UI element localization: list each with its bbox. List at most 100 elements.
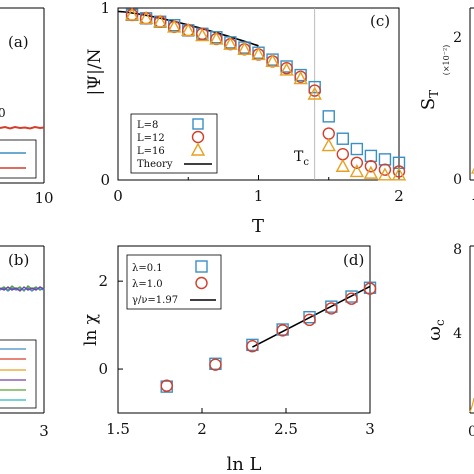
panel-c-point-square	[364, 149, 378, 163]
panel-c-x-ticks: 0 1 2	[113, 175, 404, 205]
panel-c-legend-circle-marker	[191, 130, 205, 144]
panel-d-legend-circle-marker	[195, 276, 208, 290]
panel-d-fit-line	[252, 285, 371, 348]
panel-c-point-square	[322, 110, 335, 123]
panel-d-point-circle	[345, 292, 358, 305]
panel-right-bottom-xtick: 0	[468, 424, 474, 440]
panel-a-xtick-10: 10	[34, 189, 53, 207]
panel-c-point-triangle	[335, 158, 350, 172]
panel-b-trace-purple	[0, 286, 45, 292]
panel-b-xtick-3: 3	[39, 422, 49, 440]
panel-c-point-triangle	[377, 167, 393, 181]
panel-c-point-triangle	[265, 53, 280, 68]
panel-c-point-triangle	[138, 10, 154, 25]
panel-right-top-ytick-0: 0	[453, 172, 462, 188]
panel-d-data-marks	[160, 281, 377, 393]
panel-d-xlabel: ln L	[226, 454, 261, 474]
panel-c-point-triangle	[363, 165, 379, 179]
panel-c-point-circle	[336, 147, 349, 161]
panel-right-bottom: 8 4 ωc 0	[424, 242, 474, 440]
panel-d-point-circle	[303, 313, 316, 327]
panel-c-legend: L=8 L=12 L=16 Theory	[130, 113, 218, 174]
panel-c-theory-path	[117, 10, 259, 47]
panel-c-point-triangle	[195, 28, 210, 42]
panel-c-point-circle	[308, 84, 321, 97]
panel-d-legend-lambda10: λ=1.0	[132, 279, 163, 290]
panel-d-x-ticks: 1.5 2 2.5 3	[106, 408, 375, 438]
panel-c-point-triangle	[349, 163, 365, 178]
panel-c-point-circle	[378, 163, 392, 176]
panel-right-top-ylabel-main: S	[418, 98, 439, 110]
panel-d-ytick-label: 2	[98, 272, 108, 290]
panel-c-point-triangle	[293, 71, 308, 85]
panel-c-legend-theory: Theory	[137, 159, 173, 170]
panel-c-point-triangle	[391, 167, 407, 181]
panel-right-bottom-ytick-8: 8	[453, 242, 462, 258]
panel-c-point-triangle	[251, 46, 266, 61]
panel-right-bottom-partial-curve	[469, 397, 474, 413]
panel-d-point-circle	[276, 324, 289, 337]
panel-right-bottom-ytick-4: 4	[453, 326, 462, 342]
panel-a-legend-box	[0, 139, 37, 179]
panel-right-bottom-ylabel: ωc	[424, 319, 447, 341]
panel-c-point-triangle	[307, 86, 322, 100]
panel-d-xtick-label: 2.5	[274, 420, 298, 438]
panel-b-legend-box	[0, 339, 37, 409]
panel-b: (b) 3	[0, 245, 49, 440]
panel-d: 1.5 2 2.5 3 02 (d) ln χ ln L λ=0.1 λ=1.0 γ/…	[81, 245, 377, 474]
panel-right-bottom-ylabel-sub: c	[433, 319, 447, 326]
panel-c-tc-main: T	[294, 149, 304, 165]
panel-c-point-square	[336, 132, 349, 145]
panel-d-xtick-label: 2	[197, 420, 207, 438]
panel-c-point-triangle	[124, 7, 140, 21]
panel-c-point-triangle	[152, 14, 168, 28]
panel-c-point-square	[308, 80, 321, 94]
panel-a: (a) 0 10	[0, 7, 54, 207]
panel-c-label: (c)	[370, 12, 390, 30]
panel-c-xtick-label: 1	[254, 187, 264, 205]
panel-d-legend-fit: γ/ν=1.97	[132, 295, 178, 306]
panel-c-point-circle	[322, 127, 335, 140]
panel-d-y-ticks: 02	[98, 272, 123, 378]
panel-c-point-triangle	[237, 41, 252, 55]
panel-c-theory-curve	[117, 10, 259, 47]
panel-right-top-yscale: (×10⁻²)	[442, 45, 451, 76]
panel-c-ylabel: |Ψ|/N	[85, 48, 105, 95]
panel-c-point-triangle	[167, 19, 182, 33]
panel-d-xtick-label: 1.5	[106, 420, 130, 438]
panel-c-point-triangle	[223, 36, 238, 50]
panel-c-point-triangle	[321, 138, 336, 152]
panel-right-top-xtick: -2	[472, 191, 474, 207]
panel-d-legend: λ=0.1 λ=1.0 γ/ν=1.97	[126, 254, 222, 310]
panel-right-top-ylabel-sub: T	[427, 90, 441, 98]
panel-c-xtick-label: 0	[113, 187, 123, 205]
panel-d-ytick-label: 0	[98, 360, 108, 378]
panel-c-legend-l8: L=8	[137, 120, 158, 131]
panel-c-ytick-label: 0	[100, 171, 110, 189]
panel-c-point-square	[350, 142, 364, 156]
panel-d-point-circle	[246, 340, 259, 353]
panel-d-xtick-label: 3	[365, 420, 375, 438]
panel-c-point-circle	[350, 156, 364, 170]
panel-right-top-partial-marker	[471, 167, 474, 174]
panel-c-point-square	[378, 153, 392, 166]
panel-c-point-circle	[364, 160, 378, 173]
panel-right-bottom-ylabel-main: ω	[424, 326, 445, 341]
panel-c-point-triangle	[279, 62, 294, 76]
panel-c-legend-l12: L=12	[137, 133, 165, 144]
panel-c-tc-label: Tc	[294, 149, 309, 168]
panel-c-legend-l16: L=16	[137, 146, 165, 157]
panel-d-point-circle	[325, 302, 338, 315]
panel-d-frame	[117, 245, 371, 414]
panel-c-y-ticks: 01	[100, 0, 123, 189]
panel-a-label: (a)	[8, 33, 29, 51]
panel-c-tc-sub: c	[303, 157, 309, 168]
panel-c-xlabel: T	[252, 216, 264, 237]
panel-d-fit-path	[252, 285, 371, 348]
panel-a-ytick-partial: 0	[0, 106, 6, 120]
panel-c-point-triangle	[209, 31, 224, 45]
panel-d-point-circle	[209, 358, 222, 371]
panel-right-top-ytick-2: 2	[453, 30, 462, 46]
